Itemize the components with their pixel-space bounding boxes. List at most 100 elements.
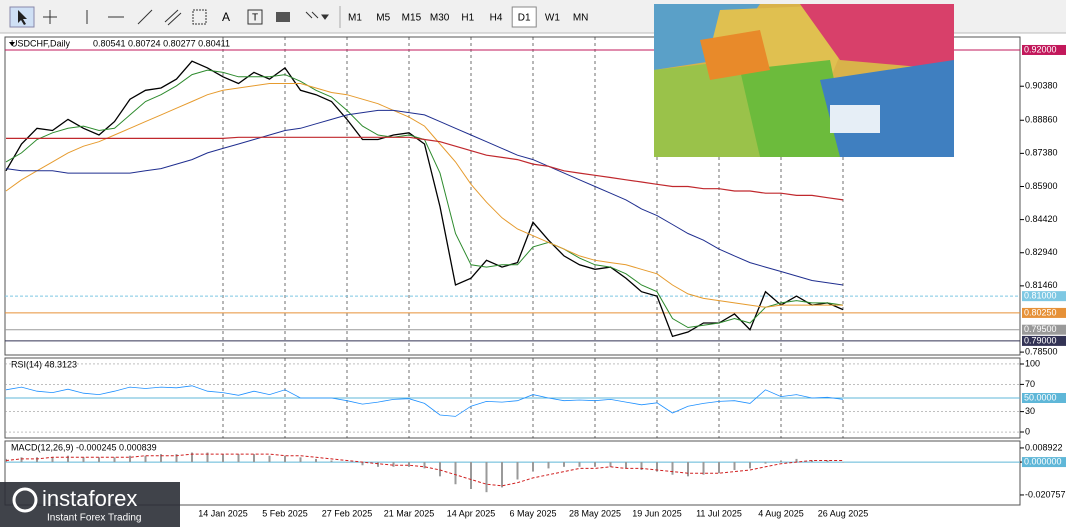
histogram-bar [842,462,844,463]
note [654,60,760,157]
y-tick-label: 0.81460 [1025,280,1058,290]
series-line [5,109,844,286]
logo: instaforex Instant Forex Trading [0,482,180,527]
histogram-bar [780,460,782,463]
timeframe-button[interactable]: W1 [545,13,560,24]
histogram-bar [439,462,441,477]
histogram-bar [470,462,472,489]
histogram-bar [578,462,581,467]
histogram-bar [299,457,302,463]
x-tick-label: 14 Jan 2025 [198,508,248,518]
histogram-bar [237,454,240,463]
collapse-arrow [9,42,15,46]
histogram-bar [253,454,255,463]
timeframe-button[interactable]: H1 [461,13,474,24]
level-label-bg [1022,335,1066,346]
level-label-bg [1022,307,1066,318]
histogram-bar [175,454,178,463]
histogram-bar [268,455,271,463]
y-tick-label: 0.90380 [1025,81,1058,91]
histogram-bar [330,460,333,463]
histogram-bar [113,457,116,463]
x-tick-label: 14 Apr 2025 [447,508,496,518]
note [700,30,770,80]
histogram-bar [687,462,689,477]
level-label-bg [1022,44,1066,55]
histogram-bar [160,454,162,463]
level-label-bg [1022,457,1066,468]
trendline-icon[interactable] [137,9,153,25]
timeframe-button[interactable]: H4 [490,13,503,24]
histogram-bar [98,457,100,463]
channel-icon[interactable] [164,9,182,26]
logo-tagline: Instant Forex Trading [47,513,142,524]
histogram-bar [640,462,643,470]
rectangle-icon[interactable] [276,12,290,22]
histogram-bar [795,458,798,463]
level-label: 0.79000 [1024,335,1057,345]
y-tick-label: 0.008922 [1025,442,1063,452]
timeframe-button[interactable]: MN [573,13,589,24]
drawing-tools: A T [9,6,341,28]
note-panel [830,105,880,133]
panel-title: USDCHF,Daily [11,38,71,48]
histogram-bar [284,455,286,463]
timeframe-button[interactable]: M1 [348,13,362,24]
arrows-icon[interactable] [305,11,329,20]
x-tick-label: 11 Jul 2025 [696,508,742,518]
histogram-bar [423,462,426,469]
series-line [5,83,843,308]
histogram-bar [718,462,720,474]
histogram-bar [485,462,488,493]
histogram-bar [129,455,131,463]
plots: USDCHF,Daily 0.80541 0.80724 0.80277 0.80… [5,37,1066,518]
histogram-bar [392,462,395,467]
histogram-bar [625,462,627,469]
histogram-bar [749,462,751,469]
timeframe-button[interactable]: M5 [376,13,390,24]
histogram-bar [36,457,38,463]
histogram-bar [206,452,209,463]
y-tick-label: 0.85900 [1025,181,1058,191]
histogram-bar [346,462,348,463]
histogram-bar [594,462,596,467]
main-panel [4,36,1021,356]
histogram-bar [454,462,457,485]
x-tick-label: 5 Feb 2025 [262,508,308,518]
level-label: 0.80250 [1024,307,1057,317]
histogram-bar [811,460,813,463]
timeframe-button[interactable]: M30 [430,13,450,24]
y-tick-label: 0.87380 [1025,148,1058,158]
level-label: 50.0000 [1024,392,1057,402]
active-timeframe [511,6,537,28]
y-tick-label: 70 [1025,379,1035,389]
histogram-bar [547,462,550,469]
histogram-bar [501,462,503,488]
timeframe-button[interactable]: M15 [402,13,422,24]
x-tick-label: 26 Aug 2025 [818,508,869,518]
histogram-bar [144,455,147,463]
cursor-icon [18,10,27,25]
logo-name: instaforex [42,486,137,511]
crosshair-icon[interactable] [43,10,57,24]
macd-panel [4,440,1021,506]
histogram-bar [656,462,658,472]
fibo-icon[interactable] [192,9,207,25]
series-line [5,385,844,417]
histogram-bar [826,460,829,463]
level-label-bg [1022,393,1066,403]
histogram-bar [408,462,410,467]
timeframe-button[interactable]: D1 [518,13,531,24]
label-tool[interactable]: T [252,13,258,24]
text-tool[interactable]: A [222,10,230,24]
logo-mark [12,487,38,513]
panel-title: RSI(14) 48.3123 [11,359,77,369]
histogram-bar [377,462,379,467]
y-tick-label: 0.82940 [1025,247,1058,257]
histogram-bar [671,462,674,475]
level-label: 0.79500 [1024,324,1057,334]
label-tool-box [247,9,263,25]
x-tick-label: 21 Mar 2025 [384,508,435,518]
